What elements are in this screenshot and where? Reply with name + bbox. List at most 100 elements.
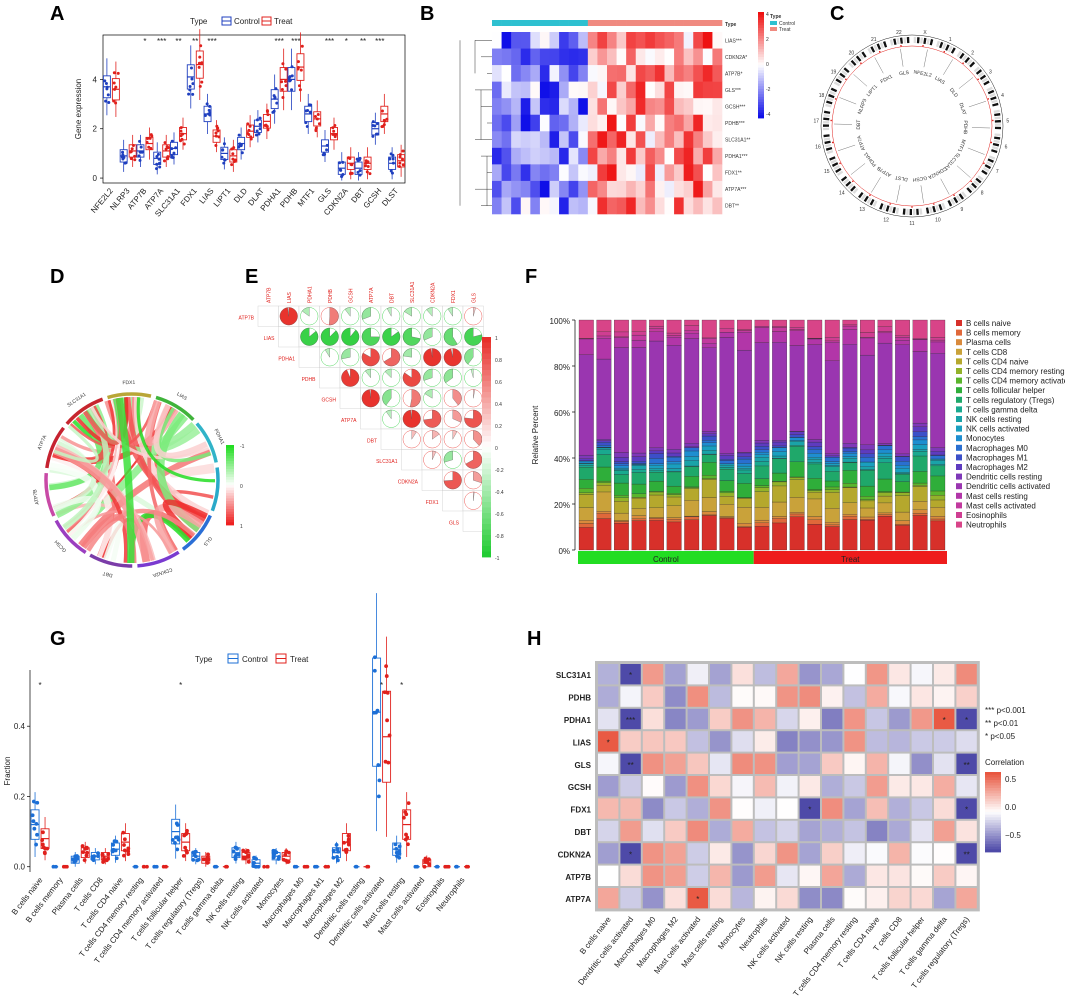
- heatmap-cell: [702, 98, 713, 116]
- colorbar-segment: [985, 790, 1001, 794]
- legend-entry: Dendritic cells resting: [966, 473, 1042, 482]
- stacked-bar-segment: [912, 339, 928, 352]
- heatmap-cell: [665, 686, 686, 707]
- heatmap-cell: [732, 820, 753, 842]
- heatmap-cell: [642, 820, 664, 842]
- chromosome-label: 22: [896, 30, 902, 36]
- heatmap-cell: [693, 81, 704, 99]
- heatmap-cell: [607, 197, 617, 215]
- stacked-bar-segment: [930, 451, 946, 456]
- stacked-bar-segment: [877, 326, 893, 332]
- chromosome-band: [828, 93, 835, 99]
- data-point: [280, 80, 284, 84]
- stacked-bar-segment: [701, 478, 717, 480]
- data-point: [334, 132, 338, 136]
- colorbar-segment: [985, 814, 1001, 818]
- stacked-bar-segment: [666, 332, 682, 336]
- heatmap-cell: [712, 114, 723, 132]
- colorbar-segment: [482, 375, 491, 382]
- stacked-bar-segment: [684, 447, 700, 452]
- heatmap-cell: [710, 708, 731, 730]
- stacked-bar-segment: [930, 339, 946, 343]
- stacked-bar-segment: [824, 455, 840, 458]
- chromosome-label: 2: [971, 51, 974, 57]
- type-annotation-cell: [559, 20, 569, 26]
- chromosome-band: [956, 50, 962, 58]
- stacked-bar-segment: [842, 453, 858, 457]
- stacked-bar-segment: [719, 504, 735, 517]
- row-label: PDHA1: [278, 356, 295, 362]
- legend-title: Type: [190, 17, 208, 26]
- heatmap-cell: [911, 888, 932, 909]
- colorbar-segment: [226, 495, 234, 499]
- stacked-bar-segment: [666, 319, 682, 334]
- correlogram-cell: [339, 387, 361, 409]
- significance-mark: **: [963, 761, 969, 770]
- heatmap-cell: [587, 32, 598, 49]
- colorbar-segment: [985, 828, 1001, 832]
- heatmap-cell: [654, 197, 665, 215]
- stacked-bar-segment: [912, 515, 928, 551]
- colorbar-segment: [758, 19, 764, 23]
- data-point: [75, 854, 79, 858]
- stacked-bar-segment: [842, 344, 858, 444]
- data-point: [377, 778, 382, 783]
- stacked-bar-segment: [701, 497, 717, 512]
- colorbar-segment: [758, 115, 764, 119]
- heatmap-cell: [511, 65, 522, 82]
- chromosome-band: [955, 195, 962, 202]
- stacked-bar-segment: [824, 492, 840, 509]
- chromosome-band: [892, 206, 896, 214]
- heatmap-cell: [866, 731, 888, 752]
- data-point: [129, 157, 133, 161]
- colorbar-segment: [758, 99, 764, 103]
- data-point: [334, 842, 339, 847]
- stacked-bar-segment: [719, 328, 735, 333]
- colorbar-segment: [985, 820, 1001, 824]
- legend-entry: NK cells activated: [966, 425, 1030, 434]
- heatmap-cell: [693, 114, 704, 132]
- heatmap-cell: [822, 798, 843, 819]
- colorbar-segment: [758, 12, 764, 16]
- heatmap-cell: [520, 32, 531, 49]
- stacked-bar-segment: [631, 461, 647, 464]
- heatmap-cell: [956, 798, 977, 819]
- colorbar-segment: [758, 78, 764, 82]
- heatmap-cell: [687, 686, 708, 707]
- heatmap-cell: [693, 164, 704, 182]
- stacked-bar-segment: [719, 319, 735, 329]
- pie-wedge: [324, 348, 330, 358]
- data-point: [346, 837, 351, 842]
- stacked-bar-segment: [877, 492, 893, 497]
- heatmap-cell: [642, 686, 664, 707]
- stacked-bar-segment: [578, 492, 594, 495]
- chromosome-label: 1: [949, 37, 952, 43]
- heatmap-cell: [822, 776, 843, 797]
- colorbar-tick: −0.5: [1005, 831, 1021, 840]
- heatmap-cell: [956, 731, 977, 752]
- heatmap-cell: [702, 164, 713, 182]
- heatmap-cell: [598, 888, 619, 909]
- data-point: [246, 859, 251, 864]
- heatmap-cell: [626, 65, 637, 82]
- stacked-bar-segment: [684, 338, 700, 444]
- data-point: [266, 864, 270, 869]
- heatmap-cell: [626, 164, 637, 182]
- stacked-bar-segment: [596, 335, 612, 339]
- heatmap-cell: [664, 98, 675, 116]
- row-label: PDHB: [302, 377, 317, 383]
- heatmap-cell: [501, 180, 512, 198]
- heatmap-cell: [822, 888, 843, 909]
- chromosome-band: [975, 177, 982, 184]
- colorbar-segment: [758, 83, 764, 87]
- legend-title: Correlation: [985, 758, 1024, 767]
- data-point: [31, 819, 36, 824]
- type-annotation-cell: [702, 20, 713, 26]
- data-point: [288, 78, 292, 82]
- colorbar-segment: [758, 57, 764, 61]
- gene-label: FDX1: [880, 74, 894, 85]
- heatmap-cell: [683, 131, 694, 149]
- stacked-bar-segment: [631, 339, 647, 348]
- heatmap-cell: [511, 197, 522, 215]
- heatmap-cell: [687, 753, 708, 774]
